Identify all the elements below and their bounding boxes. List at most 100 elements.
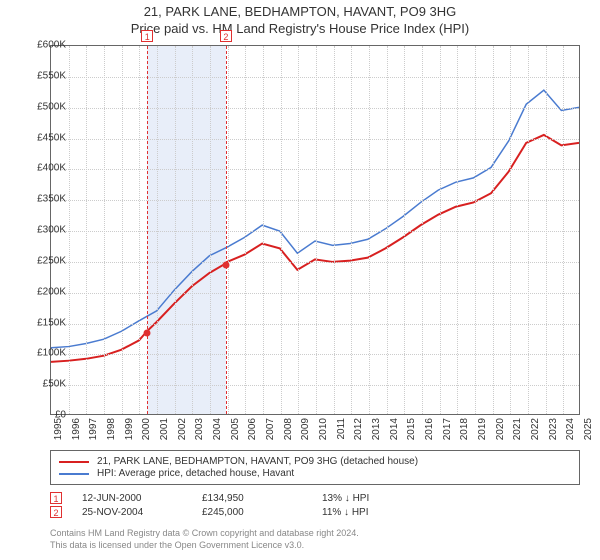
gridline-vertical xyxy=(351,46,352,414)
gridline-vertical xyxy=(139,46,140,414)
x-axis-label: 2023 xyxy=(548,418,559,440)
gridline-vertical xyxy=(546,46,547,414)
x-axis-label: 2005 xyxy=(230,418,241,440)
gridline-vertical xyxy=(157,46,158,414)
title-block: 21, PARK LANE, BEDHAMPTON, HAVANT, PO9 3… xyxy=(0,0,600,38)
x-axis-label: 2002 xyxy=(177,418,188,440)
x-axis-label: 2014 xyxy=(389,418,400,440)
x-axis-label: 2008 xyxy=(283,418,294,440)
gridline-vertical xyxy=(334,46,335,414)
x-axis-label: 2009 xyxy=(300,418,311,440)
gridline-vertical xyxy=(422,46,423,414)
y-axis-label: £500K xyxy=(37,101,66,112)
x-axis-label: 2022 xyxy=(530,418,541,440)
transaction-date: 12-JUN-2000 xyxy=(82,493,202,504)
legend-box: 21, PARK LANE, BEDHAMPTON, HAVANT, PO9 3… xyxy=(50,450,580,485)
y-axis-label: £400K xyxy=(37,163,66,174)
y-axis-label: £450K xyxy=(37,132,66,143)
legend-swatch xyxy=(59,461,89,463)
gridline-vertical xyxy=(440,46,441,414)
gridline-vertical xyxy=(457,46,458,414)
x-axis-label: 2004 xyxy=(212,418,223,440)
gridline-vertical xyxy=(86,46,87,414)
x-axis-label: 2025 xyxy=(583,418,594,440)
chart-lines-svg xyxy=(51,46,579,414)
gridline-vertical xyxy=(563,46,564,414)
x-axis-label: 2021 xyxy=(512,418,523,440)
gridline-vertical xyxy=(263,46,264,414)
x-axis-label: 2006 xyxy=(247,418,258,440)
x-axis-label: 2000 xyxy=(141,418,152,440)
y-axis-label: £350K xyxy=(37,194,66,205)
gridline-horizontal xyxy=(51,231,579,232)
gridline-vertical xyxy=(528,46,529,414)
x-axis-label: 2003 xyxy=(194,418,205,440)
title-address: 21, PARK LANE, BEDHAMPTON, HAVANT, PO9 3… xyxy=(0,4,600,19)
gridline-vertical xyxy=(122,46,123,414)
gridline-vertical xyxy=(69,46,70,414)
chart-plot-area: 12 xyxy=(50,45,580,415)
x-axis-label: 1999 xyxy=(124,418,135,440)
gridline-vertical xyxy=(475,46,476,414)
chart-container: 21, PARK LANE, BEDHAMPTON, HAVANT, PO9 3… xyxy=(0,0,600,560)
x-axis-label: 2007 xyxy=(265,418,276,440)
transaction-price: £134,950 xyxy=(202,493,322,504)
x-axis-label: 1998 xyxy=(106,418,117,440)
x-axis-label: 2015 xyxy=(406,418,417,440)
y-axis-label: £100K xyxy=(37,348,66,359)
gridline-vertical xyxy=(104,46,105,414)
gridline-vertical xyxy=(510,46,511,414)
y-axis-label: £300K xyxy=(37,225,66,236)
x-axis-label: 2013 xyxy=(371,418,382,440)
gridline-vertical xyxy=(228,46,229,414)
footer-line: Contains HM Land Registry data © Crown c… xyxy=(50,528,580,540)
legend-label: 21, PARK LANE, BEDHAMPTON, HAVANT, PO9 3… xyxy=(97,456,418,467)
marker-label-box: 1 xyxy=(141,30,153,42)
gridline-horizontal xyxy=(51,354,579,355)
transaction-delta: 13% ↓ HPI xyxy=(322,493,442,504)
table-row: 2 25-NOV-2004 £245,000 11% ↓ HPI xyxy=(50,506,580,518)
gridline-horizontal xyxy=(51,139,579,140)
marker-vertical-line xyxy=(226,46,227,414)
legend-swatch xyxy=(59,473,89,475)
footer-attribution: Contains HM Land Registry data © Crown c… xyxy=(50,528,580,551)
marker-vertical-line xyxy=(147,46,148,414)
y-axis-label: £550K xyxy=(37,70,66,81)
y-axis-label: £600K xyxy=(37,40,66,51)
title-subtitle: Price paid vs. HM Land Registry's House … xyxy=(0,21,600,36)
footer-line: This data is licensed under the Open Gov… xyxy=(50,540,580,552)
series-line-hpi xyxy=(51,90,579,348)
gridline-vertical xyxy=(493,46,494,414)
x-axis-label: 2012 xyxy=(353,418,364,440)
marker-label-box: 2 xyxy=(220,30,232,42)
gridline-vertical xyxy=(369,46,370,414)
x-axis-label: 2001 xyxy=(159,418,170,440)
gridline-vertical xyxy=(192,46,193,414)
transaction-delta: 11% ↓ HPI xyxy=(322,507,442,518)
y-axis-label: £250K xyxy=(37,255,66,266)
x-axis-label: 2018 xyxy=(459,418,470,440)
legend-label: HPI: Average price, detached house, Hava… xyxy=(97,468,294,479)
gridline-horizontal xyxy=(51,108,579,109)
marker-dot xyxy=(144,329,151,336)
gridline-vertical xyxy=(210,46,211,414)
marker-dot xyxy=(222,261,229,268)
transaction-price: £245,000 xyxy=(202,507,322,518)
transactions-table: 1 12-JUN-2000 £134,950 13% ↓ HPI 2 25-NO… xyxy=(50,490,580,520)
gridline-horizontal xyxy=(51,293,579,294)
legend-item: 21, PARK LANE, BEDHAMPTON, HAVANT, PO9 3… xyxy=(59,456,571,467)
x-axis-label: 1995 xyxy=(53,418,64,440)
x-axis-label: 1997 xyxy=(88,418,99,440)
gridline-vertical xyxy=(387,46,388,414)
gridline-vertical xyxy=(316,46,317,414)
transaction-marker: 2 xyxy=(50,506,62,518)
transaction-date: 25-NOV-2004 xyxy=(82,507,202,518)
x-axis-label: 2024 xyxy=(565,418,576,440)
gridline-vertical xyxy=(298,46,299,414)
x-axis-label: 2010 xyxy=(318,418,329,440)
x-axis-label: 1996 xyxy=(71,418,82,440)
gridline-horizontal xyxy=(51,324,579,325)
y-axis-label: £150K xyxy=(37,317,66,328)
gridline-horizontal xyxy=(51,77,579,78)
x-axis-label: 2011 xyxy=(336,418,347,440)
